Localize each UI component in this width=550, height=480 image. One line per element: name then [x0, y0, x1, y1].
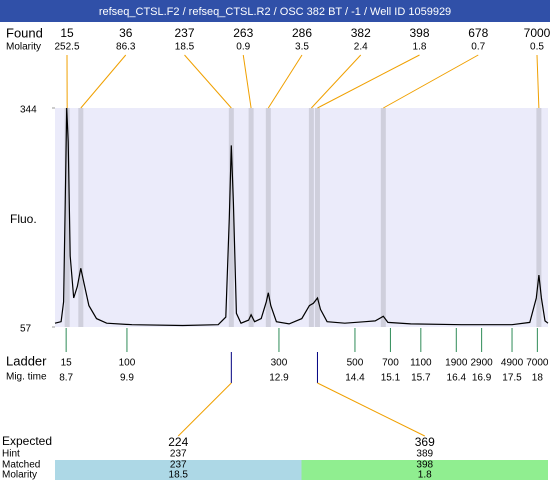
found-molarity: 252.5 — [54, 42, 79, 53]
ladder-label: Ladder — [6, 353, 47, 368]
title-bar — [0, 0, 550, 22]
matched-size: 237 — [170, 460, 187, 471]
title: refseq_CTSL.F2 / refseq_CTSL.R2 / OSC 38… — [99, 6, 451, 18]
match-band — [55, 460, 302, 480]
peak-connector — [383, 54, 479, 109]
trace — [54, 107, 549, 327]
ladder-size: 1100 — [410, 358, 432, 369]
expected-row-label: Hint — [2, 449, 20, 460]
matched-molarity: 18.5 — [169, 470, 189, 480]
match-connector — [317, 382, 425, 437]
hint-size: 237 — [170, 449, 187, 460]
peak-band — [380, 108, 386, 327]
peak-band — [536, 108, 542, 327]
found-size: 36 — [119, 26, 133, 40]
mig-time-label: Mig. time — [6, 372, 47, 383]
matched-size: 398 — [416, 460, 433, 471]
y-label: Fluo. — [10, 212, 37, 226]
peak-band — [314, 108, 320, 327]
plot-area — [55, 108, 548, 327]
match-band — [301, 460, 548, 480]
found-size: 382 — [351, 26, 371, 40]
peak-band — [265, 108, 271, 327]
ladder-time: 8.7 — [59, 373, 73, 384]
found-molarity: 1.8 — [413, 42, 427, 53]
found-size: 398 — [409, 26, 429, 40]
found-size: 7000 — [524, 26, 550, 40]
found-molarity: 0.9 — [236, 42, 250, 53]
expected-row-label: Expected — [2, 434, 52, 448]
expected-row-label: Matched — [2, 460, 40, 471]
ladder-time: 14.4 — [345, 373, 365, 384]
peak-band — [64, 108, 70, 327]
peak-band — [248, 108, 254, 327]
ladder-size: 4900 — [501, 358, 524, 369]
ladder-size: 1900 — [445, 358, 468, 369]
peak-band — [308, 108, 314, 327]
found-molarity: 18.5 — [175, 42, 195, 53]
peak-connector — [242, 54, 252, 109]
match-connector — [177, 382, 232, 437]
peak-connector — [317, 54, 420, 109]
found-molarity: 0.5 — [530, 42, 544, 53]
peak-connector — [536, 54, 540, 109]
found-molarity: 86.3 — [116, 42, 136, 53]
ladder-time: 17.5 — [502, 373, 522, 384]
ladder-time: 15.1 — [381, 373, 401, 384]
found-size: 286 — [292, 26, 312, 40]
expected-row-label: Molarity — [2, 470, 37, 480]
molarity-label: Molarity — [6, 42, 41, 53]
y-tick-label: 344 — [20, 105, 37, 116]
expected-size: 224 — [168, 435, 188, 449]
ladder-time: 18 — [532, 373, 544, 384]
ladder-size: 7000 — [526, 358, 549, 369]
y-tick-label: 57 — [20, 324, 32, 335]
ladder-time: 16.9 — [472, 373, 492, 384]
hint-size: 389 — [416, 449, 433, 460]
peak-connector — [267, 54, 303, 109]
ladder-time: 16.4 — [447, 373, 467, 384]
found-size: 237 — [174, 26, 194, 40]
ladder-size: 300 — [271, 358, 288, 369]
ladder-size: 15 — [61, 358, 73, 369]
found-molarity: 2.4 — [354, 42, 368, 53]
matched-molarity: 1.8 — [418, 470, 432, 480]
ladder-size: 500 — [347, 358, 364, 369]
ladder-time: 12.9 — [269, 373, 289, 384]
ladder-size: 100 — [119, 358, 136, 369]
peak-band — [78, 108, 84, 327]
ladder-time: 15.7 — [411, 373, 431, 384]
peak-connector — [311, 54, 362, 109]
found-size: 15 — [60, 26, 74, 40]
found-size: 678 — [468, 26, 488, 40]
peak-band — [228, 108, 234, 327]
expected-size: 369 — [415, 435, 435, 449]
ladder-size: 700 — [382, 358, 399, 369]
ladder-size: 2900 — [470, 358, 493, 369]
found-label: Found — [6, 25, 43, 40]
found-molarity: 0.7 — [471, 42, 485, 53]
found-size: 263 — [233, 26, 253, 40]
ladder-time: 9.9 — [120, 373, 134, 384]
peak-connector — [80, 54, 127, 109]
found-molarity: 3.5 — [295, 42, 309, 53]
peak-connector — [184, 54, 232, 109]
